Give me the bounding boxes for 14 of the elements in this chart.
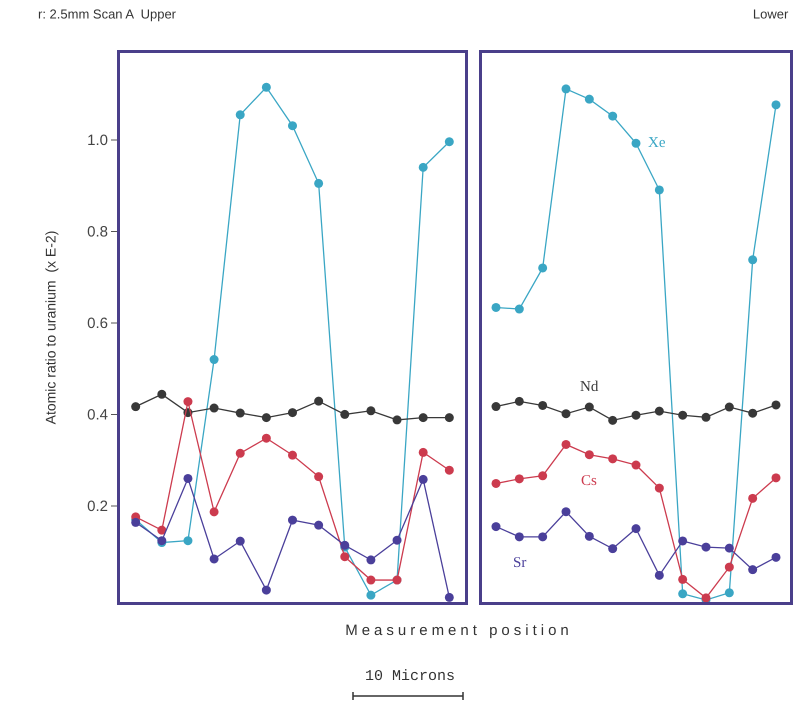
chart-title: Lower	[752, 6, 789, 22]
y-tick-label: 1.0	[87, 132, 108, 150]
y-axis-title: Atomic ratio to uranium (x E-2)	[42, 230, 59, 424]
series-label: Cs	[581, 473, 598, 489]
text: 10 Microns	[364, 668, 456, 685]
y-tick-label: 0.2	[87, 498, 108, 516]
chart-title: r: 2.5mm Scan A Upper	[38, 6, 177, 22]
y-tick-label: 0.8	[87, 224, 108, 241]
x-axis-title: Measurement position	[344, 622, 574, 639]
series-label: Xe	[648, 135, 666, 151]
y-tick-label: 0.6	[87, 315, 108, 332]
y-tick-label: 0.4	[87, 406, 108, 424]
series-label: Sr	[513, 555, 526, 571]
series-label: Nd	[580, 379, 599, 395]
